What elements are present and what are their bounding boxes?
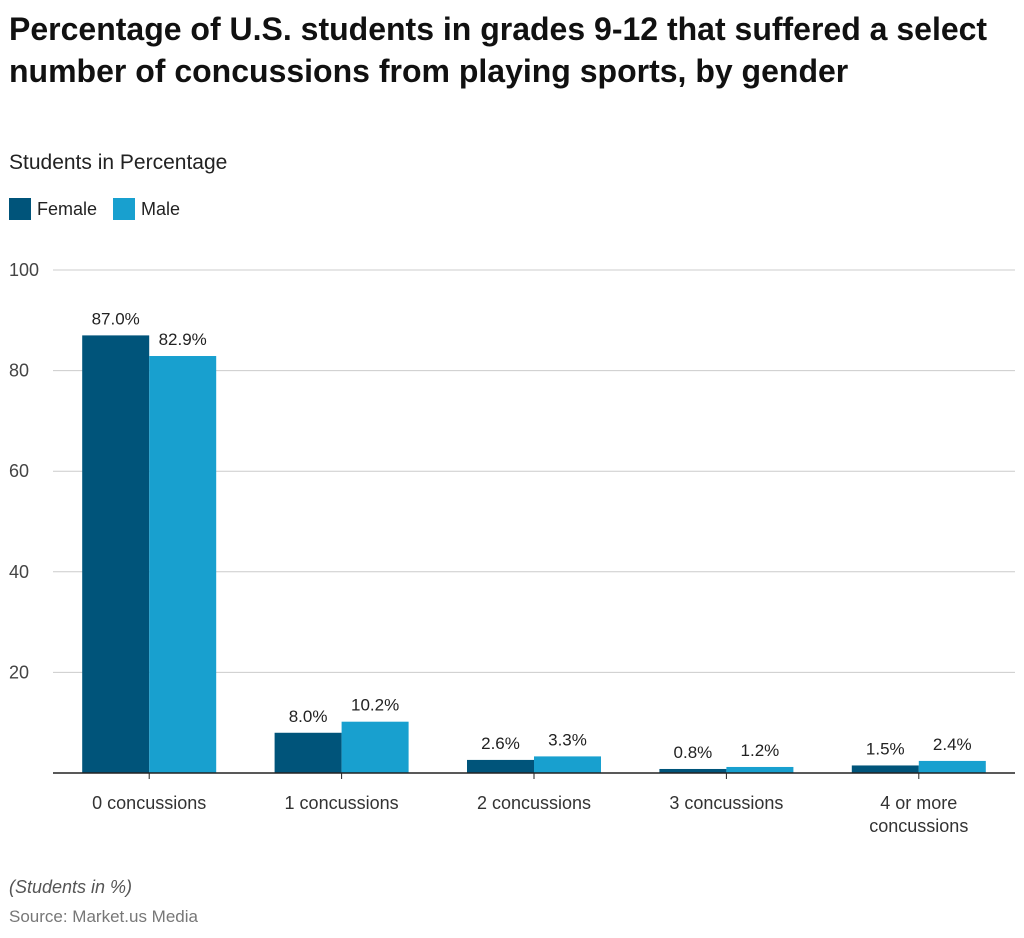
legend-swatch-female [9,198,31,220]
legend-item-male: Male [113,198,180,220]
y-tick-label-20: 20 [9,662,29,682]
data-label-female-0: 87.0% [92,309,140,328]
y-tick-label-60: 60 [9,461,29,481]
x-category-label-line: 2 concussions [477,793,591,813]
y-tick-label-80: 80 [9,361,29,381]
y-tick-label-40: 40 [9,562,29,582]
bar-male-0 [149,356,217,773]
data-label-male-0: 82.9% [159,330,207,349]
x-category-label-4: 4 or more concussions [869,793,968,836]
data-label-male-2: 3.3% [548,730,587,749]
data-label-male-1: 10.2% [351,696,399,715]
legend-swatch-male [113,198,136,220]
x-category-label-1: 1 concussions [285,793,399,813]
x-category-label-0: 0 concussions [92,793,206,813]
bar-female-1 [274,732,342,773]
legend-item-female: Female [9,198,97,220]
bar-female-4 [851,765,919,773]
chart-subtitle: Students in Percentage [9,151,228,174]
data-label-female-2: 2.6% [481,734,520,753]
data-label-female-3: 0.8% [674,743,713,762]
bar-female-3 [659,768,727,773]
bar-male-4 [918,760,986,773]
data-label-female-4: 1.5% [866,739,905,758]
bar-male-1 [341,721,409,773]
chart-title: Percentage of U.S. students in grades 9-… [9,11,988,89]
data-label-female-1: 8.0% [289,707,328,726]
bar-male-3 [726,766,794,773]
x-category-label-line: 0 concussions [92,793,206,813]
source-text: Source: Market.us Media [9,907,198,926]
legend-label-female: Female [37,198,98,219]
bar-female-2 [467,759,534,773]
x-category-label-line: 4 or more [880,793,957,813]
x-category-label-3: 3 concussions [669,793,783,813]
x-category-label-line: 1 concussions [285,793,399,813]
data-label-male-3: 1.2% [741,741,780,760]
legend: Female Male [9,198,196,220]
x-category-label-line: 3 concussions [669,793,783,813]
y-tick-label-100: 100 [9,260,39,280]
legend-label-male: Male [141,198,181,219]
bar-chart: 20 40 60 80 100 87.0% 82.9% 0 concussions 8.0% 10… [9,260,1015,836]
bar-female-0 [82,335,150,773]
bar-male-2 [534,756,601,773]
footnote: (Students in %) [9,877,133,897]
x-category-label-line: concussions [869,816,968,836]
x-category-label-2: 2 concussions [477,793,591,813]
data-label-male-4: 2.4% [933,735,972,754]
